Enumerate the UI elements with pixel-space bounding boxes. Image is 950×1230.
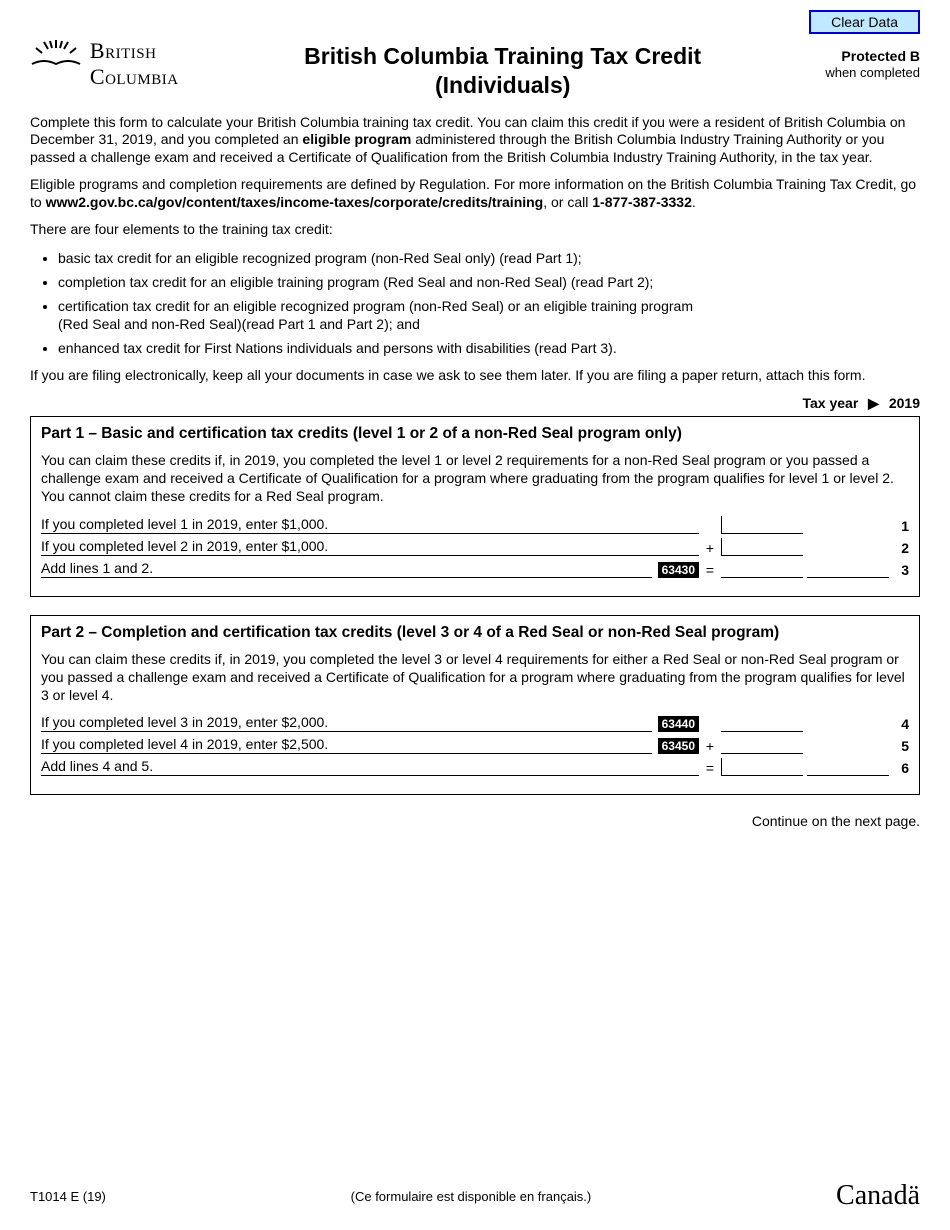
tax-year-value: 2019 [889,395,920,411]
line4-field[interactable] [721,714,803,732]
line-3: Add lines 1 and 2. 63430 = 3 [41,560,909,578]
line6-num: 6 [893,760,909,776]
bullet-3: certification tax credit for an eligible… [58,297,920,333]
intro-section: Complete this form to calculate your Bri… [30,114,920,385]
part1-box: Part 1 – Basic and certification tax cre… [30,416,920,597]
part2-box: Part 2 – Completion and certification ta… [30,615,920,796]
p2c: , or call [543,194,592,210]
clear-data-button[interactable]: Clear Data [809,10,920,34]
title-line1: British Columbia Training Tax Credit [304,43,701,69]
logo-text-2: Columbia [90,64,179,89]
line3-label: Add lines 1 and 2. [41,560,652,578]
line6-label: Add lines 4 and 5. [41,758,699,776]
p2b: www2.gov.bc.ca/gov/content/taxes/income-… [46,194,544,210]
line2-field[interactable] [721,538,803,556]
protected-label: Protected B when completed [825,48,920,80]
p2d: 1-877-387-3332 [592,194,692,210]
part2-desc: You can claim these credits if, in 2019,… [41,650,909,705]
line5-op: + [703,738,717,754]
line5-field[interactable] [721,736,803,754]
part1-desc: You can claim these credits if, in 2019,… [41,451,909,506]
line5-code: 63450 [658,738,699,754]
b3b: (Red Seal and non-Red Seal)(read Part 1 … [58,316,420,332]
line1-field[interactable] [721,516,803,534]
line-6: Add lines 4 and 5. = 6 [41,758,909,776]
line2-op: + [703,540,717,556]
bullet-1: basic tax credit for an eligible recogni… [58,249,920,267]
line-2: If you completed level 2 in 2019, enter … [41,538,909,556]
header-row: British Columbia British Columbia Traini… [30,34,920,100]
line3-field[interactable] [721,560,803,578]
line5-num: 5 [893,738,909,754]
bc-logo: British Columbia [30,38,180,90]
line-4: If you completed level 3 in 2019, enter … [41,714,909,732]
bullet-list: basic tax credit for an eligible recogni… [58,249,920,358]
bullet-2: completion tax credit for an eligible tr… [58,273,920,291]
line4-carry [807,714,889,732]
p1b: eligible program [302,131,411,147]
line6-op: = [703,760,717,776]
arrow-icon: ▶ [868,395,879,412]
line1-num: 1 [893,518,909,534]
intro-p1: Complete this form to calculate your Bri… [30,114,920,167]
line4-label: If you completed level 3 in 2019, enter … [41,714,652,732]
bc-sun-icon [30,38,82,66]
line4-num: 4 [893,716,909,732]
line6-carry [807,758,889,776]
logo-text-1: British [90,38,157,63]
bullet-4: enhanced tax credit for First Nations in… [58,339,920,357]
p2e: . [692,194,696,210]
part2-title: Part 2 – Completion and certification ta… [41,624,909,642]
intro-p4: If you are filing electronically, keep a… [30,367,920,385]
line3-op: = [703,562,717,578]
line5-carry [807,736,889,754]
line3-code: 63430 [658,562,699,578]
line3-num: 3 [893,562,909,578]
line6-field[interactable] [721,758,803,776]
footer: T1014 E (19) (Ce formulaire est disponib… [30,1180,920,1212]
part1-title: Part 1 – Basic and certification tax cre… [41,425,909,443]
b3a: certification tax credit for an eligible… [58,298,693,314]
line3-carry [807,560,889,578]
tax-year-row: Tax year ▶ 2019 [30,395,920,412]
line-1: If you completed level 1 in 2019, enter … [41,516,909,534]
line1-label: If you completed level 1 in 2019, enter … [41,516,699,534]
canada-wordmark: Canadä [836,1180,920,1212]
intro-p3: There are four elements to the training … [30,221,920,239]
line1-carry [807,516,889,534]
when-completed: when completed [825,65,920,80]
protected-b: Protected B [841,48,920,64]
title-line2: (Individuals) [435,72,570,98]
line5-label: If you completed level 4 in 2019, enter … [41,736,652,754]
line2-carry [807,538,889,556]
line2-num: 2 [893,540,909,556]
line-5: If you completed level 4 in 2019, enter … [41,736,909,754]
line2-label: If you completed level 2 in 2019, enter … [41,538,699,556]
canada-text: Canadä [836,1180,920,1211]
line4-code: 63440 [658,716,699,732]
tax-year-label: Tax year [803,395,859,411]
continue-text: Continue on the next page. [30,813,920,829]
french-note: (Ce formulaire est disponible en françai… [106,1189,836,1204]
intro-p2: Eligible programs and completion require… [30,176,920,211]
form-title: British Columbia Training Tax Credit (In… [180,42,825,100]
form-id: T1014 E (19) [30,1189,106,1204]
